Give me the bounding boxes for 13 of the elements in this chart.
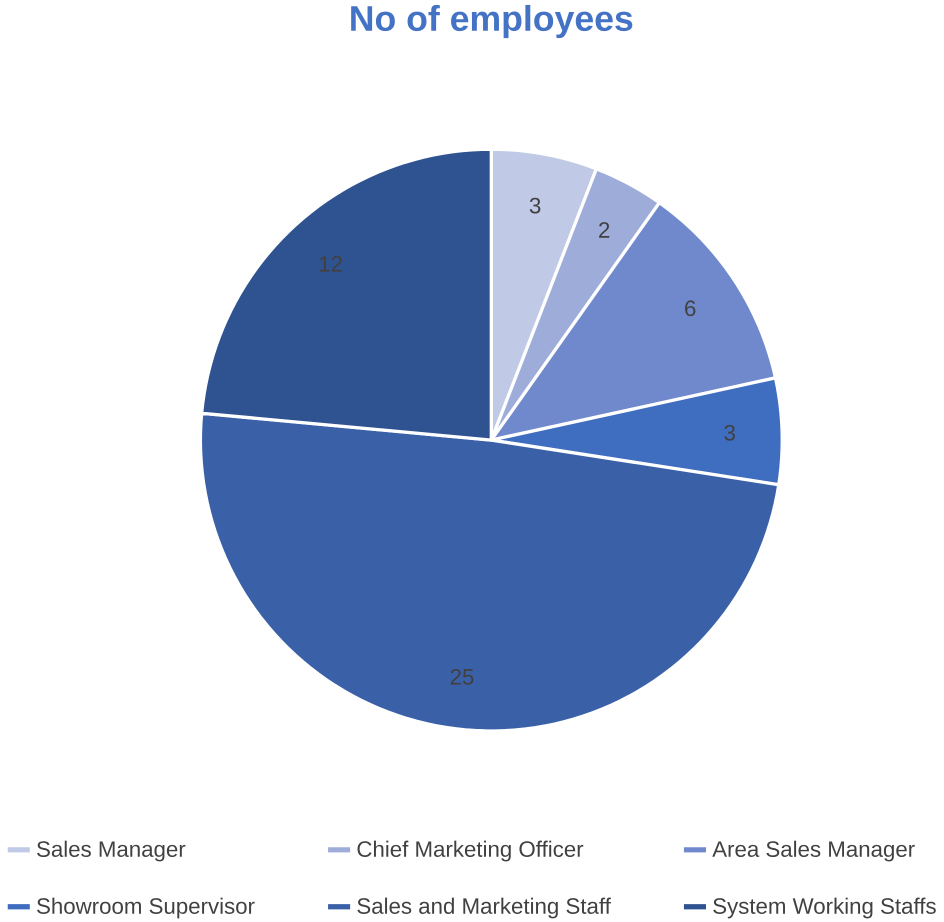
data-label: 2: [599, 222, 610, 238]
chart-title: No of employees: [351, 4, 632, 38]
data-label: 3: [530, 198, 540, 214]
data-label: 25: [450, 668, 474, 685]
legend-label: Sales and Marketing Staff: [357, 898, 611, 918]
data-label: 6: [685, 300, 696, 316]
legend-label: Area Sales Manager: [712, 840, 915, 862]
legend-label: Sales Manager: [37, 840, 186, 862]
legend-label: System Working Staffs: [713, 898, 936, 918]
data-label: 12: [320, 256, 342, 272]
data-label: 3: [724, 424, 735, 441]
legend-label: Chief Marketing Officer: [358, 840, 584, 862]
legend-label: Showroom Supervisor: [37, 898, 255, 918]
